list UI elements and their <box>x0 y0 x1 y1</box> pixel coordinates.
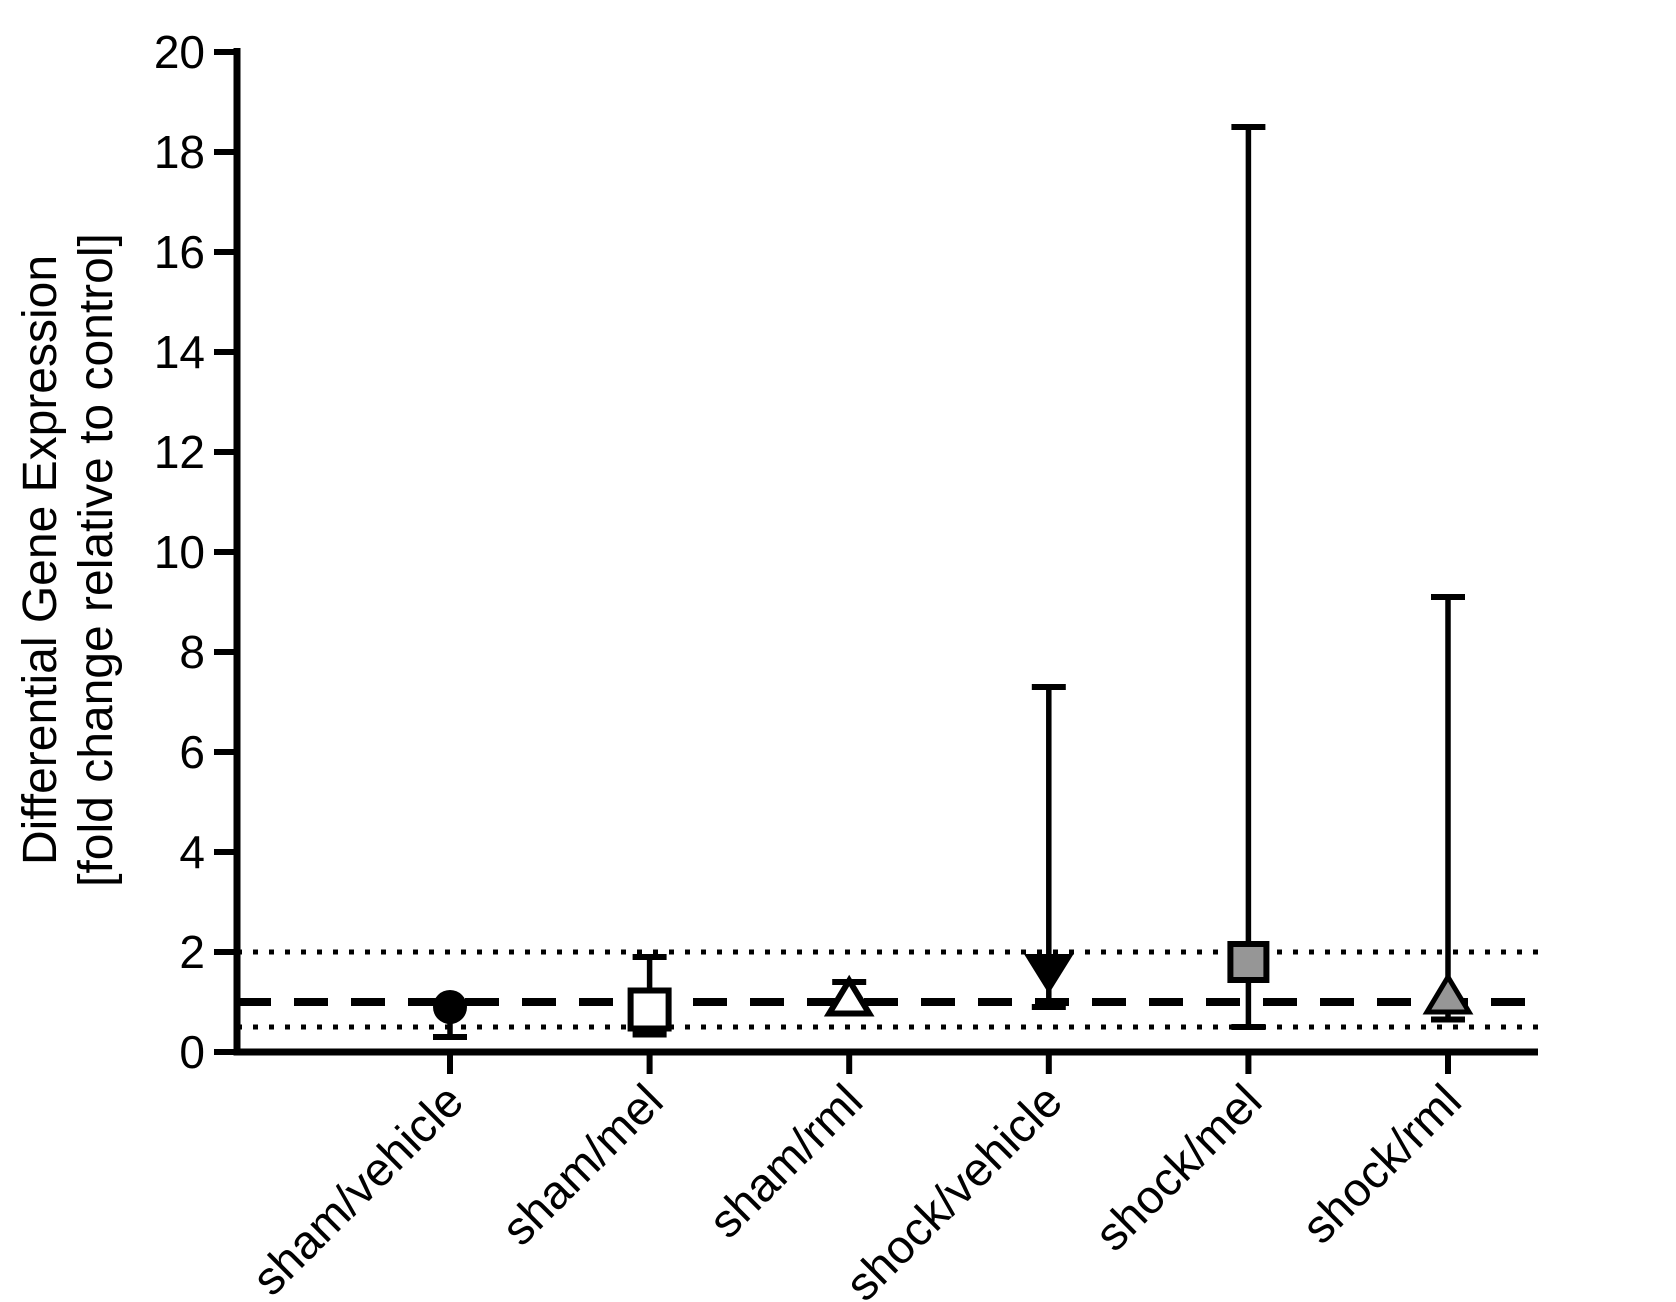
error-bars-layer <box>433 124 1465 1040</box>
x-category-label-shock-mel: shock/mel <box>1084 1074 1271 1261</box>
y-tick-label-14: 14 <box>154 326 205 378</box>
marker-sham-mel <box>627 987 672 1032</box>
marker-shock-rml <box>1422 972 1474 1015</box>
marker-shock-mel <box>1227 941 1270 983</box>
y-tick-label-12: 12 <box>154 426 205 478</box>
y-tick-label-10: 10 <box>154 526 205 578</box>
y-tick-label-18: 18 <box>154 126 205 178</box>
y-tick-label-4: 4 <box>179 826 205 878</box>
marker-shock-vehicle <box>1024 954 1074 994</box>
marker-sham-rml <box>823 974 875 1017</box>
y-tick-label-8: 8 <box>179 626 205 678</box>
y-axis-title-line1: Differential Gene Expression <box>14 255 67 865</box>
x-category-label-sham-mel: sham/mel <box>491 1074 673 1256</box>
x-category-label-shock-vehicle: shock/vehicle <box>835 1074 1072 1302</box>
axes-layer <box>214 48 1538 1074</box>
y-tick-label-20: 20 <box>154 26 205 78</box>
x-category-label-sham-vehicle: sham/vehicle <box>242 1074 473 1302</box>
reference-lines-layer <box>237 949 1538 1030</box>
y-tick-label-6: 6 <box>179 726 205 778</box>
y-tick-label-0: 0 <box>179 1026 205 1078</box>
y-tick-label-16: 16 <box>154 226 205 278</box>
markers-layer <box>433 941 1474 1032</box>
marker-sham-vehicle <box>433 990 467 1024</box>
y-tick-label-2: 2 <box>179 926 205 978</box>
y-axis-title-line2: [fold change relative to control] <box>70 233 123 887</box>
axis-labels-layer: 0 2 4 6 8 10 12 14 16 18 20 sham/vehicle sham/mel sha… <box>154 26 1471 1302</box>
x-category-label-sham-rml: sham/rml <box>698 1074 872 1248</box>
x-category-label-shock-rml: shock/rml <box>1291 1074 1471 1254</box>
